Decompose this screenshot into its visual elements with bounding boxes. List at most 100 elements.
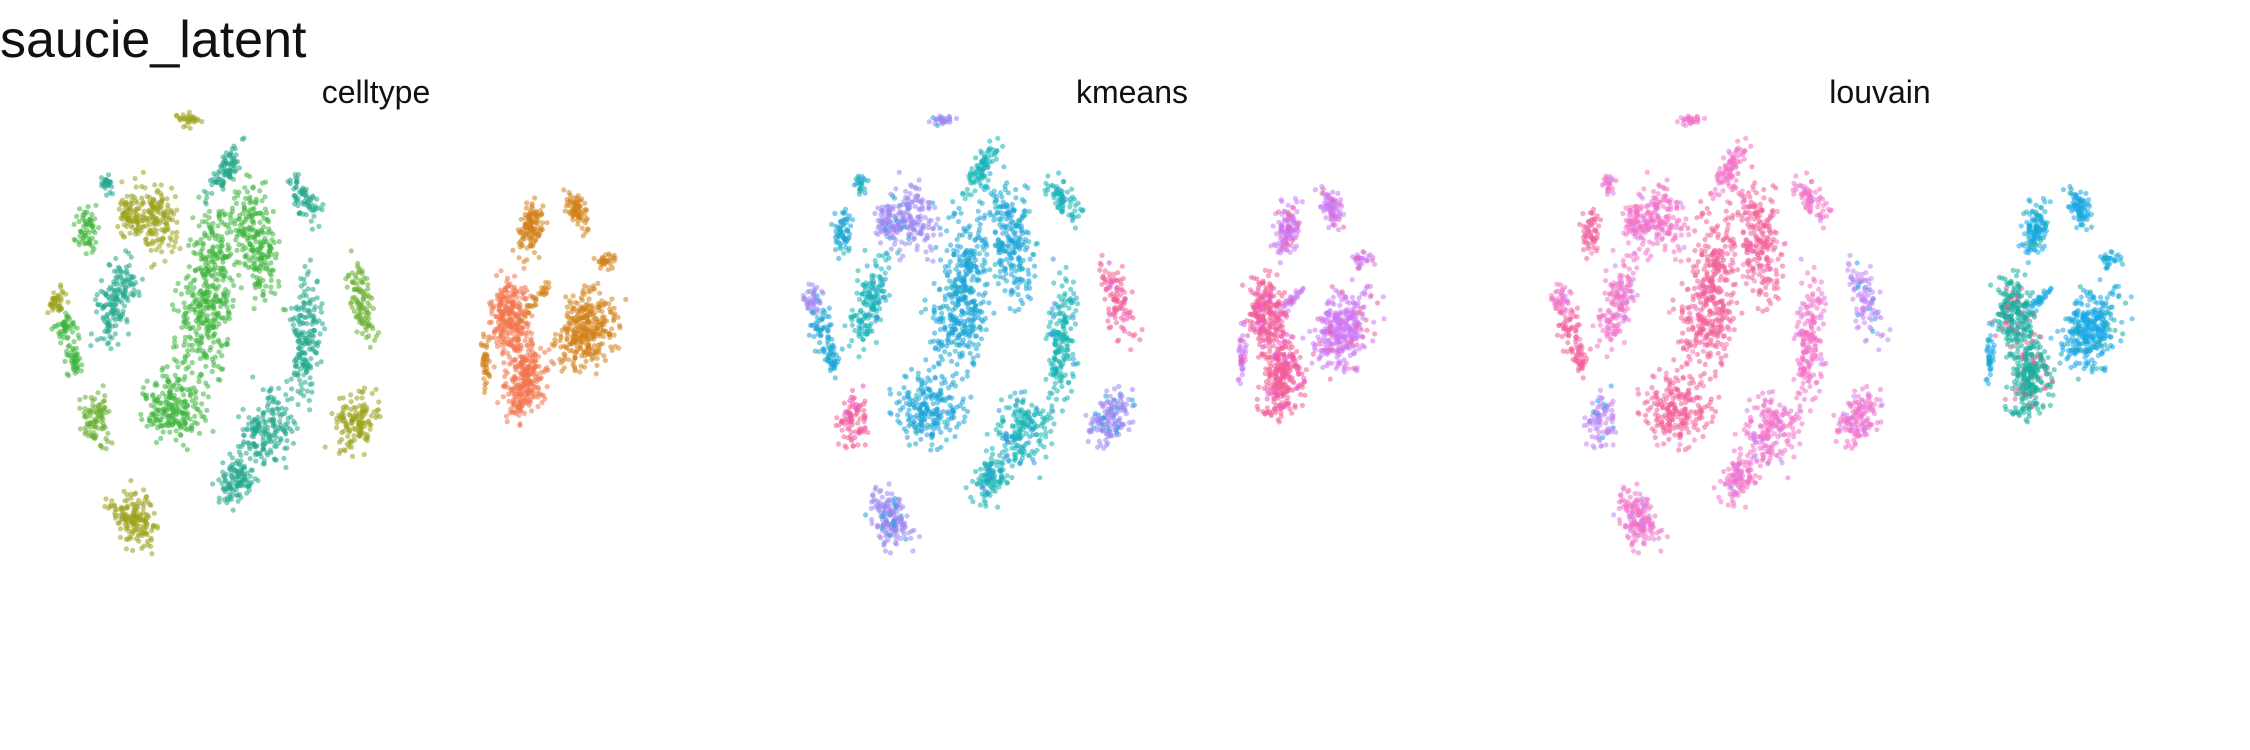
data-point: [376, 330, 381, 335]
data-point: [1050, 311, 1055, 316]
data-point: [278, 436, 283, 441]
data-point: [201, 391, 206, 396]
data-point: [140, 215, 145, 220]
data-point: [506, 283, 511, 288]
data-point: [70, 361, 75, 366]
data-point: [240, 407, 245, 412]
data-point: [550, 342, 555, 347]
data-point: [175, 406, 180, 411]
data-point: [983, 316, 988, 321]
data-point: [356, 289, 361, 294]
data-point: [261, 411, 266, 416]
data-point: [519, 403, 524, 408]
data-point: [358, 311, 363, 316]
data-point: [376, 399, 381, 404]
data-point: [1069, 389, 1074, 394]
data-point: [521, 360, 526, 365]
data-point: [260, 198, 265, 203]
data-point: [283, 392, 288, 397]
data-point: [188, 336, 193, 341]
data-point: [917, 186, 922, 191]
data-point: [525, 245, 530, 250]
data-point: [299, 332, 304, 337]
data-point: [563, 294, 568, 299]
data-point: [352, 280, 357, 285]
data-point: [123, 289, 128, 294]
data-point: [530, 201, 535, 206]
data-point: [149, 403, 154, 408]
data-point: [216, 171, 221, 176]
data-point: [978, 308, 983, 313]
data-point: [537, 255, 542, 260]
data-point: [595, 356, 600, 361]
data-point: [83, 395, 88, 400]
data-point: [211, 244, 216, 249]
data-point: [505, 351, 510, 356]
data-point: [181, 443, 186, 448]
data-point: [121, 211, 126, 216]
data-point: [72, 237, 77, 242]
data-point: [118, 526, 123, 531]
data-point: [998, 217, 1003, 222]
data-point: [109, 287, 114, 292]
data-point: [957, 343, 962, 348]
data-point: [915, 222, 920, 227]
data-point: [120, 217, 125, 222]
data-point: [144, 531, 149, 536]
data-point: [101, 290, 106, 295]
data-point: [165, 202, 170, 207]
data-point: [100, 417, 105, 422]
data-point: [492, 335, 497, 340]
data-point: [110, 324, 115, 329]
point-cluster: [210, 449, 261, 513]
data-point: [354, 329, 359, 334]
data-point: [959, 285, 964, 290]
data-point: [364, 313, 369, 318]
data-point: [349, 445, 354, 450]
data-point: [359, 415, 364, 420]
data-point: [289, 386, 294, 391]
data-point: [56, 297, 61, 302]
data-point: [546, 285, 551, 290]
data-point: [592, 311, 597, 316]
point-cluster: [174, 110, 205, 131]
data-point: [106, 262, 111, 267]
data-point: [932, 311, 937, 316]
data-point: [264, 266, 269, 271]
data-point: [169, 186, 174, 191]
data-point: [210, 325, 215, 330]
data-point: [124, 268, 129, 273]
data-point: [99, 407, 104, 412]
data-point: [103, 425, 108, 430]
data-point: [1006, 249, 1011, 254]
data-point: [265, 254, 270, 259]
data-point: [245, 440, 250, 445]
data-point: [582, 330, 587, 335]
data-point: [174, 230, 179, 235]
data-point: [289, 429, 294, 434]
point-cluster: [285, 172, 325, 232]
data-point: [869, 280, 874, 285]
data-point: [293, 196, 298, 201]
data-point: [269, 252, 274, 257]
data-point: [943, 326, 948, 331]
data-point: [573, 355, 578, 360]
data-point: [104, 446, 109, 451]
data-point: [292, 358, 297, 363]
data-point: [211, 340, 216, 345]
data-point: [226, 253, 231, 258]
data-point: [133, 232, 138, 237]
data-point: [196, 195, 201, 200]
data-point: [522, 411, 527, 416]
data-point: [269, 278, 274, 283]
data-point: [499, 300, 504, 305]
data-point: [612, 306, 617, 311]
data-point: [973, 303, 978, 308]
data-point: [255, 247, 260, 252]
data-point: [90, 224, 95, 229]
data-point: [972, 308, 977, 313]
data-point: [1067, 306, 1072, 311]
data-point: [932, 304, 937, 309]
data-point: [954, 287, 959, 292]
data-point: [244, 172, 249, 177]
